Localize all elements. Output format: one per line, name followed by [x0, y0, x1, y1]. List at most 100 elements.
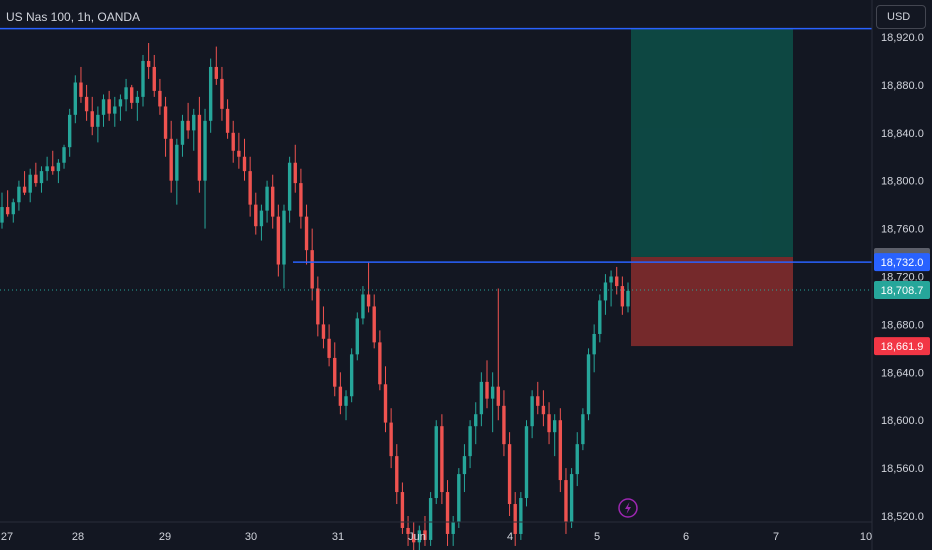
candle	[474, 402, 478, 445]
candle-body	[603, 282, 608, 301]
horizontal-lines[interactable]	[0, 27, 872, 263]
candle-body	[214, 66, 218, 79]
candle	[158, 78, 162, 115]
candle-body	[28, 174, 32, 193]
candle	[366, 262, 371, 313]
candle	[434, 420, 438, 505]
candle-body	[502, 405, 506, 445]
candle-body	[62, 147, 66, 163]
candle-body	[225, 108, 230, 133]
candle	[547, 402, 551, 445]
candle	[118, 94, 123, 121]
candle	[417, 525, 422, 550]
candle-body	[400, 492, 405, 528]
candle-body	[124, 87, 128, 100]
candle-body	[197, 114, 202, 181]
candle	[468, 420, 472, 469]
time-tick-label: 31	[332, 531, 344, 543]
candle	[316, 276, 320, 337]
candle-body	[355, 318, 359, 355]
candle	[490, 372, 495, 433]
candle-body	[598, 300, 602, 334]
candle-body	[254, 204, 258, 227]
candle-body	[0, 207, 4, 223]
time-tick-label: 5	[594, 531, 600, 543]
candle-body	[293, 162, 297, 184]
candle-body	[265, 186, 269, 211]
candle	[536, 381, 540, 415]
candle	[51, 150, 55, 175]
candle-body	[513, 504, 517, 534]
stop-loss-zone[interactable]	[631, 256, 793, 347]
price-label-text: 18,661.9	[881, 341, 924, 353]
candle	[513, 492, 517, 546]
price-label-bg	[874, 281, 930, 300]
candle	[67, 108, 72, 157]
candle	[423, 516, 427, 546]
candle	[39, 166, 44, 193]
candle	[440, 414, 444, 505]
time-tick-label: 30	[245, 531, 257, 543]
candle-body	[536, 396, 540, 406]
price-label-text: 18,708.7	[881, 285, 924, 297]
candle-body	[51, 166, 55, 172]
take-profit-zone[interactable]	[631, 28, 793, 257]
time-axis[interactable]: 27 28 29 30 31 Jun 4 5 6 7 10	[1, 531, 872, 543]
price-tick-label: 18,640.0	[881, 367, 924, 379]
price-tick-label: 18,760.0	[881, 224, 924, 236]
candle-body	[366, 294, 371, 307]
candle	[197, 96, 202, 193]
candle	[406, 516, 410, 546]
price-axis[interactable]: 18,920.0 18,880.0 18,840.0 18,800.0 18,760.0…	[881, 32, 924, 523]
candle-body	[271, 186, 275, 217]
price-label-stop-loss: 18,661.9	[874, 337, 930, 356]
candle	[101, 94, 106, 127]
candle	[485, 360, 489, 409]
candle	[586, 348, 591, 421]
candle	[507, 432, 512, 516]
candle-body	[163, 106, 168, 139]
candle	[220, 66, 224, 121]
candle-body	[530, 396, 534, 427]
candle-body	[445, 492, 450, 534]
candle	[321, 306, 326, 349]
candle	[349, 348, 354, 403]
time-tick-label: 27	[1, 531, 13, 543]
candle-body	[406, 527, 410, 534]
candle	[231, 120, 235, 163]
candle-body	[22, 186, 27, 193]
candle-body	[79, 82, 83, 97]
candle	[530, 390, 534, 439]
long-position-tool[interactable]	[631, 28, 793, 347]
candle-body	[361, 294, 365, 319]
candle-body	[547, 414, 551, 433]
price-axis-labels: 18,736.318,732.018,708.718,661.9	[874, 247, 930, 356]
currency-button[interactable]: USD	[876, 5, 926, 29]
candle	[502, 390, 506, 457]
candle	[192, 108, 196, 151]
candle-body	[135, 96, 140, 103]
candle	[428, 492, 433, 546]
candle	[287, 156, 292, 223]
candle	[581, 408, 585, 451]
lightning-icon[interactable]	[618, 498, 638, 518]
candle-body	[107, 99, 111, 114]
candle-body	[586, 354, 591, 415]
price-label-last-price: 18,708.7	[874, 281, 930, 300]
candle	[389, 408, 393, 469]
candle-body	[96, 114, 100, 127]
candle	[564, 468, 568, 534]
candle	[135, 90, 140, 121]
candle	[214, 46, 218, 85]
candle-body	[378, 342, 382, 385]
candle	[412, 521, 416, 550]
candle-body	[237, 150, 241, 157]
candle	[445, 480, 450, 546]
candle	[175, 138, 179, 205]
candle-body	[428, 498, 433, 540]
candle	[400, 482, 405, 534]
candle	[541, 390, 546, 427]
candle	[496, 288, 500, 421]
candle	[575, 432, 579, 487]
